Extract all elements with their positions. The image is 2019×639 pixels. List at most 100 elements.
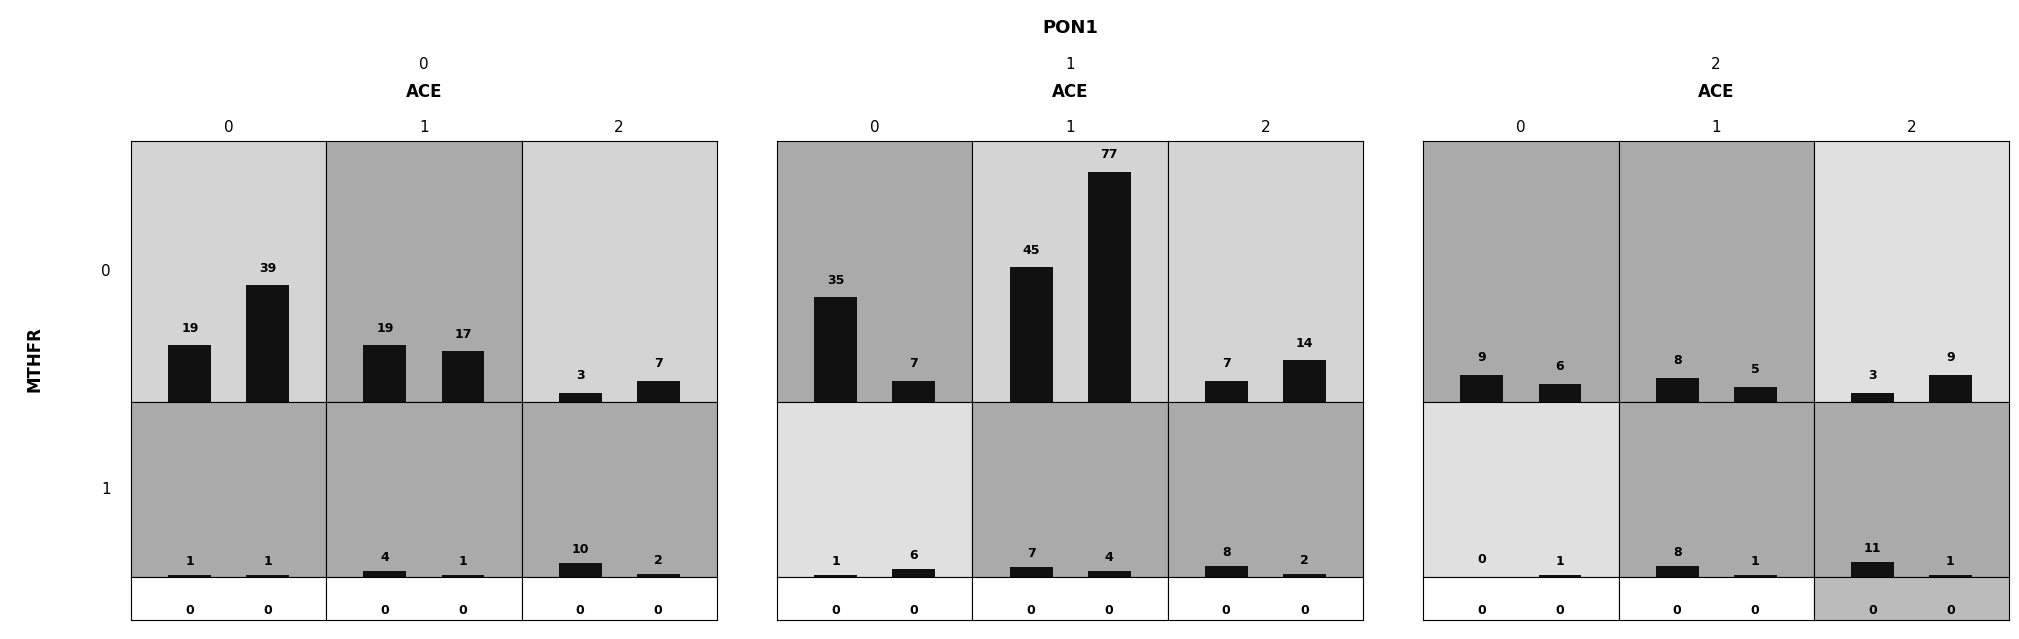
Text: ACE: ACE bbox=[1052, 83, 1088, 101]
Text: 0: 0 bbox=[1478, 604, 1486, 617]
Text: 77: 77 bbox=[1100, 148, 1119, 162]
Bar bbox=[559, 564, 602, 576]
Bar bbox=[636, 574, 680, 576]
Text: 14: 14 bbox=[1296, 337, 1312, 350]
Text: 2: 2 bbox=[1260, 121, 1270, 135]
Text: 2: 2 bbox=[1300, 554, 1308, 567]
Bar bbox=[1088, 571, 1131, 576]
Text: 0: 0 bbox=[1672, 604, 1682, 617]
Bar bbox=[1928, 375, 1973, 402]
Text: 1: 1 bbox=[832, 555, 840, 568]
Bar bbox=[1205, 381, 1248, 402]
Text: 0: 0 bbox=[101, 264, 111, 279]
Text: ACE: ACE bbox=[1698, 83, 1734, 101]
Text: 2: 2 bbox=[1906, 121, 1916, 135]
Text: 8: 8 bbox=[1674, 546, 1682, 559]
Text: 17: 17 bbox=[454, 328, 472, 341]
Text: 0: 0 bbox=[1868, 604, 1878, 617]
Bar bbox=[1538, 575, 1581, 576]
Bar bbox=[1656, 566, 1698, 576]
Bar bbox=[814, 575, 858, 576]
Text: 6: 6 bbox=[1557, 360, 1565, 373]
Bar bbox=[1656, 378, 1698, 402]
Bar bbox=[1851, 393, 1894, 402]
Text: 8: 8 bbox=[1674, 355, 1682, 367]
Text: 0: 0 bbox=[458, 604, 468, 617]
Bar bbox=[559, 393, 602, 402]
Text: 19: 19 bbox=[182, 321, 198, 335]
Text: 11: 11 bbox=[1864, 542, 1882, 555]
Text: 39: 39 bbox=[258, 262, 277, 275]
Text: 7: 7 bbox=[654, 357, 662, 371]
Text: 9: 9 bbox=[1946, 351, 1954, 364]
Text: PON1: PON1 bbox=[1042, 19, 1098, 37]
Text: 0: 0 bbox=[262, 604, 273, 617]
Text: 1: 1 bbox=[1712, 121, 1720, 135]
Text: 0: 0 bbox=[186, 604, 194, 617]
Text: 0: 0 bbox=[1026, 604, 1036, 617]
Bar bbox=[892, 381, 935, 402]
Text: 35: 35 bbox=[828, 274, 844, 287]
Text: 1: 1 bbox=[262, 555, 273, 568]
Text: 1: 1 bbox=[101, 482, 111, 497]
Text: 0: 0 bbox=[1300, 604, 1308, 617]
Text: 2: 2 bbox=[1712, 57, 1720, 72]
Text: 19: 19 bbox=[376, 321, 394, 335]
Bar bbox=[1460, 375, 1504, 402]
Text: 1: 1 bbox=[1750, 555, 1761, 568]
Text: 0: 0 bbox=[575, 604, 586, 617]
Text: 2: 2 bbox=[654, 554, 662, 567]
Text: 0: 0 bbox=[1221, 604, 1232, 617]
Text: 1: 1 bbox=[1555, 555, 1565, 568]
Bar bbox=[363, 345, 406, 402]
Bar bbox=[636, 381, 680, 402]
Text: 7: 7 bbox=[1026, 548, 1036, 560]
Bar bbox=[442, 351, 485, 402]
Bar bbox=[246, 575, 289, 576]
Bar bbox=[1205, 566, 1248, 576]
Text: 1: 1 bbox=[1066, 57, 1074, 72]
Text: 0: 0 bbox=[1104, 604, 1114, 617]
Bar bbox=[1282, 360, 1326, 402]
Text: 0: 0 bbox=[1946, 604, 1954, 617]
Text: 3: 3 bbox=[1868, 369, 1876, 382]
Bar bbox=[168, 345, 212, 402]
Text: 1: 1 bbox=[1066, 121, 1074, 135]
Bar bbox=[1734, 387, 1777, 402]
Text: 3: 3 bbox=[575, 369, 583, 382]
Bar bbox=[246, 286, 289, 402]
Text: 1: 1 bbox=[458, 555, 468, 568]
Text: 7: 7 bbox=[909, 357, 919, 371]
Text: 45: 45 bbox=[1022, 244, 1040, 257]
Bar bbox=[168, 575, 212, 576]
Text: 0: 0 bbox=[909, 604, 919, 617]
Text: 7: 7 bbox=[1221, 357, 1232, 371]
Text: 0: 0 bbox=[870, 121, 880, 135]
Text: 0: 0 bbox=[1478, 553, 1486, 566]
Bar bbox=[1851, 562, 1894, 576]
Bar bbox=[1928, 575, 1973, 576]
Bar bbox=[363, 571, 406, 576]
Text: 1: 1 bbox=[420, 121, 428, 135]
Text: 0: 0 bbox=[1516, 121, 1526, 135]
Text: 4: 4 bbox=[380, 551, 390, 564]
Bar bbox=[1088, 172, 1131, 402]
Text: 8: 8 bbox=[1221, 546, 1230, 559]
Text: 0: 0 bbox=[420, 57, 428, 72]
Text: 0: 0 bbox=[380, 604, 390, 617]
Bar bbox=[1282, 574, 1326, 576]
Bar bbox=[1010, 268, 1052, 402]
Text: 0: 0 bbox=[224, 121, 234, 135]
Text: 1: 1 bbox=[1946, 555, 1954, 568]
Text: 0: 0 bbox=[832, 604, 840, 617]
Text: 6: 6 bbox=[911, 549, 919, 562]
Text: 0: 0 bbox=[654, 604, 662, 617]
Text: 9: 9 bbox=[1478, 351, 1486, 364]
Bar bbox=[442, 575, 485, 576]
Text: 5: 5 bbox=[1750, 364, 1761, 376]
Bar bbox=[1734, 575, 1777, 576]
Bar bbox=[1538, 384, 1581, 402]
Text: 4: 4 bbox=[1104, 551, 1114, 564]
Text: 2: 2 bbox=[614, 121, 624, 135]
Bar bbox=[814, 297, 858, 402]
